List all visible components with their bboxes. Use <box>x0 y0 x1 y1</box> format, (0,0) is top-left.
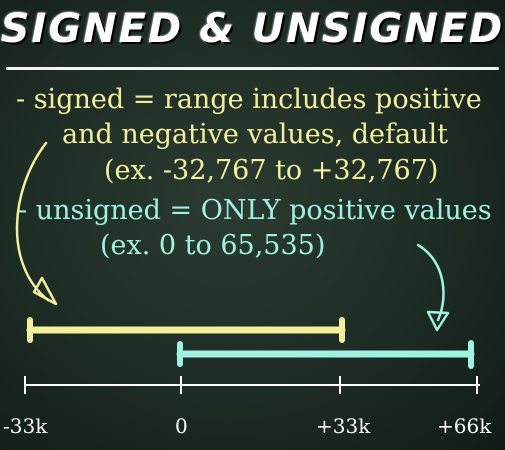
unsigned-arrowhead-icon <box>426 310 450 332</box>
signed-example: (ex. -32,767 to +32,767) <box>104 155 439 186</box>
axis-label-zero: 0 <box>175 414 188 438</box>
axis-label-neg33k: -33k <box>3 414 48 438</box>
unsigned-example: (ex. 0 to 65,535) <box>100 230 326 261</box>
signed-range-bar <box>26 317 346 343</box>
number-line-axis <box>24 376 480 394</box>
unsigned-range-bar <box>176 340 475 369</box>
title-underline <box>6 67 499 70</box>
signed-definition-line-2: and negative values, default <box>62 119 449 150</box>
page-title: SIGNED & UNSIGNED <box>0 6 505 52</box>
unsigned-arrow-icon <box>416 243 445 322</box>
axis-label-pos66k: +66k <box>437 414 492 438</box>
axis-label-pos33k: +33k <box>316 414 371 438</box>
signed-definition-line-1: - signed = range includes positive <box>16 84 482 115</box>
unsigned-definition-line-1: - unsigned = ONLY positive values <box>18 195 492 226</box>
signed-arrowhead-icon <box>32 276 58 306</box>
signed-arrow-icon <box>15 141 50 302</box>
